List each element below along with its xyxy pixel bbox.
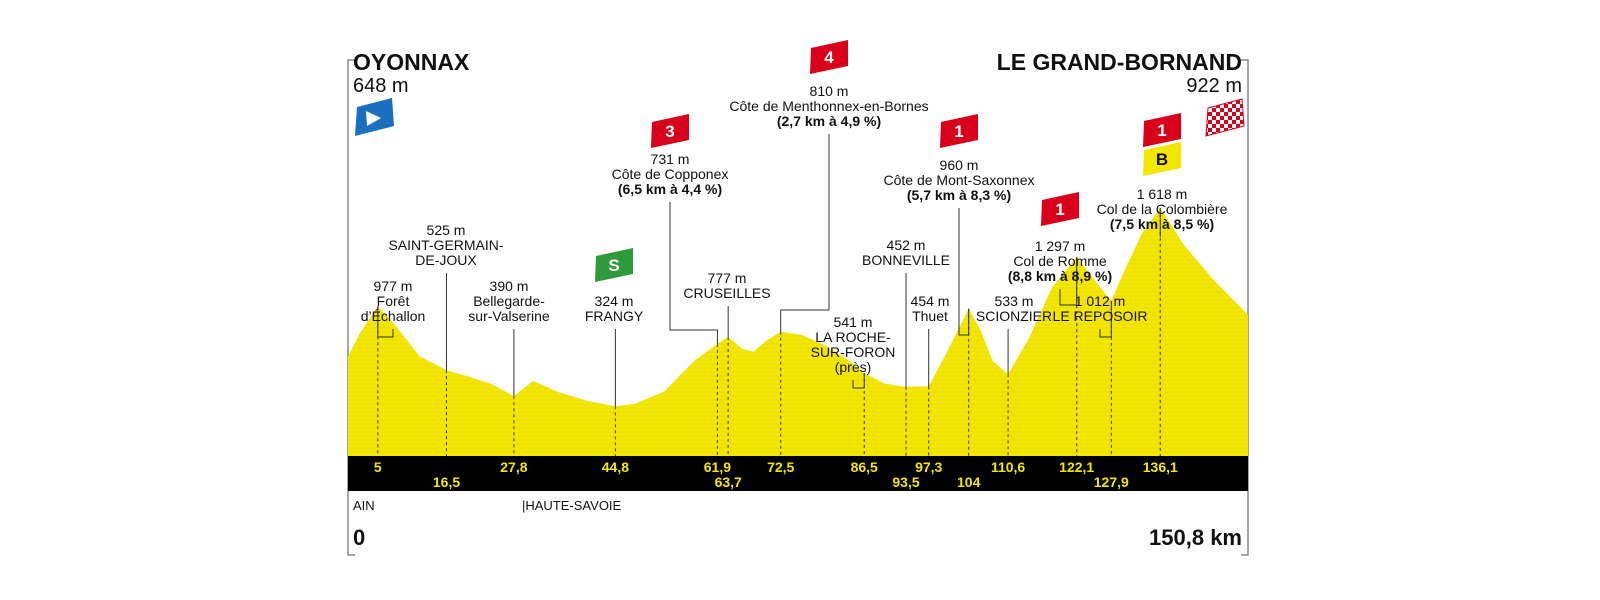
km-label: 93,5 (892, 474, 919, 490)
km-labels: 5 16,5 27,8 44,8 61,963,7 72,5 86,5 93,597,3 104… (374, 459, 1178, 490)
la-roche-sur-foron-line: (près) (835, 359, 872, 375)
foret-dechallon-line: 977 m (374, 278, 413, 294)
cote-de-copponex-category-badge: 3 (651, 114, 689, 148)
scionzier-line: SCIONZIER (976, 308, 1052, 324)
km-label: 61,9 (704, 459, 731, 475)
col-de-la-colombiere-category-badge: 1 (1143, 113, 1181, 147)
cote-de-mont-saxonnex-category-badge: 1 (940, 114, 978, 148)
bellegarde-sur-valserine-line: 390 m (490, 278, 529, 294)
region-left: AIN (353, 498, 375, 513)
region-right: |HAUTE-SAVOIE (522, 498, 622, 513)
la-roche-sur-foron-line: 541 m (834, 314, 873, 330)
cote-de-mont-saxonnex-title: Côte de Mont-Saxonnex (884, 172, 1035, 188)
badges: 3 4 1 1 1 B S (595, 40, 1181, 282)
cote-de-menthonnex-detail: (2,7 km à 4,9 %) (777, 113, 881, 129)
frangy-line: 324 m (595, 293, 634, 309)
le-reposoir-line: LE REPOSOIR (1053, 308, 1148, 324)
cote-de-menthonnex-category-badge: 4 (810, 40, 848, 74)
le-reposoir-line: 1 012 m (1075, 293, 1126, 309)
finish-city: LE GRAND-BORNAND (997, 49, 1242, 75)
cote-de-menthonnex-category-badge-text: 4 (824, 48, 834, 67)
foret-dechallon-line: d’Échallon (361, 308, 426, 324)
col-de-romme-category-badge: 1 (1041, 192, 1079, 226)
cote-de-mont-saxonnex-alt: 960 m (940, 157, 979, 173)
frame-right-bracket (1241, 59, 1249, 556)
km-label: 86,5 (851, 459, 878, 475)
col-de-romme-detail: (8,8 km à 8,9 %) (1008, 268, 1112, 284)
frangy-line: FRANGY (585, 308, 644, 324)
col-de-la-colombiere-alt: 1 618 m (1137, 186, 1188, 202)
cote-de-copponex-title: Côte de Copponex (612, 166, 729, 182)
col-de-la-colombiere-detail: (7,5 km à 8,5 %) (1110, 216, 1214, 232)
foret-dechallon-line: Forêt (377, 293, 410, 309)
sprint-badge: S (595, 248, 633, 282)
finish-altitude: 922 m (1186, 75, 1242, 97)
bonneville-line: BONNEVILLE (862, 252, 950, 268)
bonus-badge-text: B (1156, 150, 1168, 169)
km-label: 72,5 (767, 459, 794, 475)
km-label: 104 (957, 474, 981, 490)
frame-brackets (347, 59, 1249, 556)
sprint-badge-text: S (608, 256, 619, 275)
cote-de-menthonnex-alt: 810 m (810, 83, 849, 99)
distance-end: 150,8 km (1149, 525, 1242, 550)
start-flag-icon (355, 98, 394, 136)
thuet-line: 454 m (911, 293, 950, 309)
km-label: 27,8 (500, 459, 527, 475)
km-band (348, 456, 1248, 491)
km-label: 97,3 (915, 459, 942, 475)
saint-germain-de-joux-line: DE-JOUX (415, 252, 477, 268)
col-de-romme-category-badge-text: 1 (1055, 200, 1064, 219)
finish-flag-icon (1205, 98, 1245, 137)
bonus-badge: B (1143, 142, 1181, 176)
start-city: OYONNAX (353, 49, 470, 75)
la-roche-sur-foron-line: SUR-FORON (811, 344, 896, 360)
km-label: 136,1 (1143, 459, 1178, 475)
km-label: 16,5 (433, 474, 460, 490)
km-label: 122,1 (1059, 459, 1094, 475)
km-label: 63,7 (715, 474, 742, 490)
cruseilles-line: 777 m (708, 270, 747, 286)
cote-de-copponex-alt: 731 m (651, 151, 690, 167)
frame-left-bracket (347, 59, 355, 556)
saint-germain-de-joux-line: 525 m (427, 222, 466, 238)
bonneville-line: 452 m (887, 237, 926, 253)
cruseilles-line: CRUSEILLES (683, 285, 770, 301)
col-de-romme-title: Col de Romme (1013, 253, 1107, 269)
distance-start: 0 (353, 525, 365, 550)
cote-de-menthonnex-leader (780, 134, 830, 332)
col-de-la-colombiere-title: Col de la Colombière (1097, 201, 1228, 217)
leader-lines (377, 134, 1161, 456)
cote-de-menthonnex-title: Côte de Menthonnex-en-Bornes (729, 98, 928, 114)
col-de-romme-leader (1059, 257, 1078, 306)
col-de-romme-alt: 1 297 m (1035, 238, 1086, 254)
la-roche-sur-foron-line: LA ROCHE- (815, 329, 891, 345)
km-label: 44,8 (602, 459, 629, 475)
profile-area (348, 207, 1248, 456)
cote-de-mont-saxonnex-category-badge-text: 1 (954, 122, 963, 141)
cote-de-copponex-detail: (6,5 km à 4,4 %) (618, 181, 722, 197)
cote-de-copponex-leader (669, 202, 718, 344)
bellegarde-sur-valserine-line: Bellegarde- (473, 293, 545, 309)
saint-germain-de-joux-line: SAINT-GERMAIN- (388, 237, 503, 253)
km-label: 110,6 (991, 459, 1025, 475)
thuet-line: Thuet (912, 308, 948, 324)
bellegarde-sur-valserine-line: sur-Valserine (468, 308, 550, 324)
start-altitude: 648 m (353, 75, 409, 97)
col-de-la-colombiere-category-badge-text: 1 (1157, 121, 1166, 140)
km-label: 5 (374, 459, 382, 475)
scionzier-line: 533 m (995, 293, 1034, 309)
cote-de-copponex-category-badge-text: 3 (665, 122, 674, 141)
km-label: 127,9 (1094, 474, 1129, 490)
foret-dechallon-leader (377, 306, 394, 338)
cote-de-mont-saxonnex-detail: (5,7 km à 8,3 %) (907, 187, 1011, 203)
